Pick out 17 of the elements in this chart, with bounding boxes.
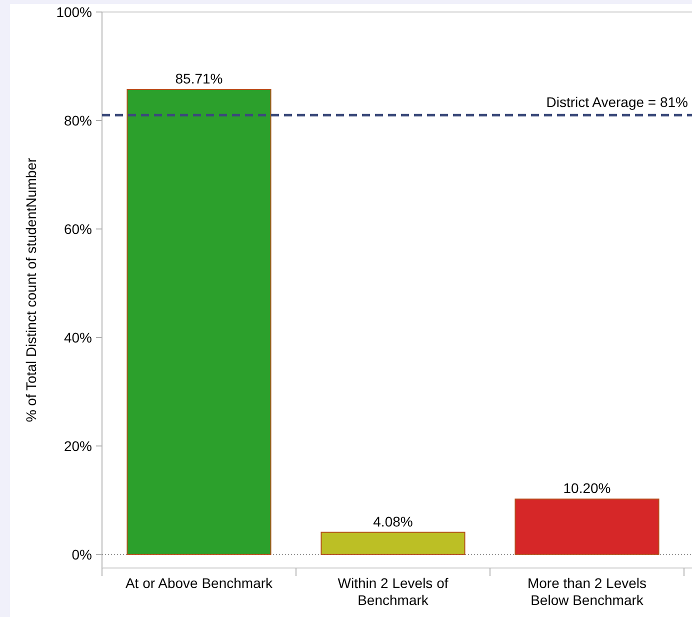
data-label: 4.08%: [373, 513, 413, 530]
bar: [320, 532, 466, 555]
x-tick-label: More than 2 Levels Below Benchmark: [527, 575, 647, 608]
y-tick-label: 60%: [64, 220, 92, 237]
y-tick-label: 40%: [64, 329, 92, 346]
y-tick-label: 0%: [72, 546, 92, 562]
data-label: 85.71%: [175, 70, 223, 87]
y-tick-label: 80%: [64, 112, 92, 128]
data-label: 10.20%: [563, 480, 611, 496]
ref-line-label: District Average = 81%: [546, 94, 688, 110]
y-tick-label: 20%: [64, 438, 92, 454]
y-tick-label: 100%: [56, 4, 92, 20]
bar: [126, 89, 272, 555]
bar: [514, 498, 660, 555]
y-axis-title: % of Total Distinct count of studentNumber: [23, 158, 39, 422]
x-tick-label: At or Above Benchmark: [125, 575, 274, 591]
x-tick-label: Within 2 Levels of Benchmark: [338, 575, 448, 608]
